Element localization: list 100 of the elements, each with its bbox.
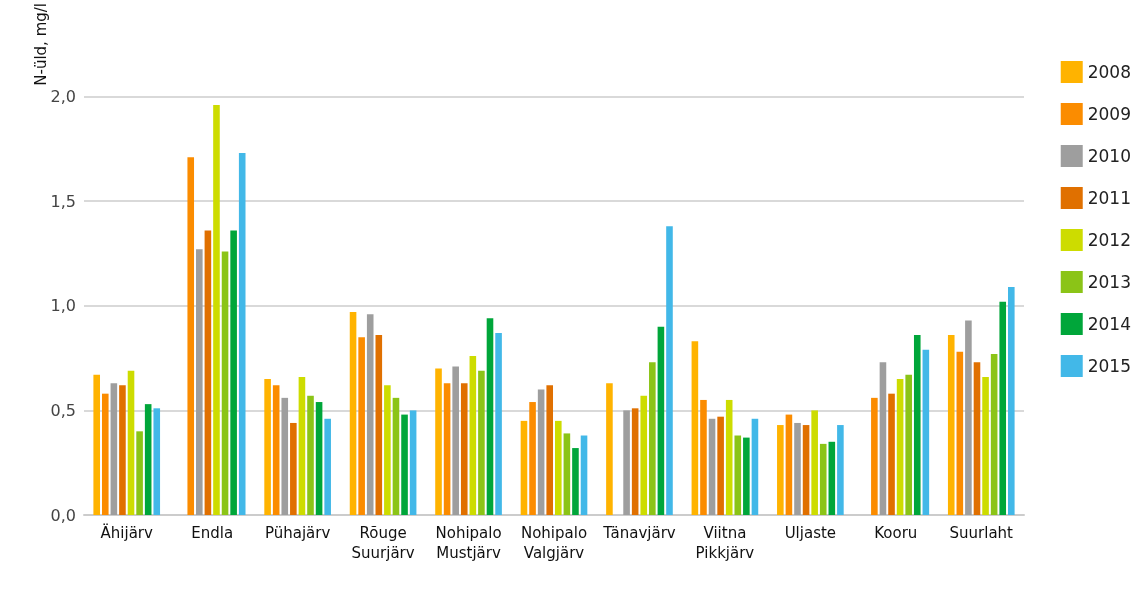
x-tick-label: Pühajärv: [264, 524, 331, 542]
bar: [213, 104, 220, 515]
bar: [691, 341, 699, 515]
x-tick-label: Nohipalo Valgjärv: [520, 524, 588, 562]
x-tick-label: Kooru: [874, 524, 918, 542]
bar: [725, 399, 733, 515]
x-tick-label: Ähijärv: [100, 523, 154, 542]
bar: [358, 337, 365, 515]
bar: [324, 418, 331, 515]
bar: [537, 389, 545, 515]
legend-label: 2010: [1087, 146, 1131, 166]
bar: [281, 397, 289, 515]
bar: [922, 349, 930, 515]
bar: [196, 249, 203, 515]
bar: [631, 408, 639, 515]
x-tick-label: Nohipalo Mustjärv: [435, 524, 502, 562]
bar: [478, 370, 485, 515]
bar: [290, 422, 297, 515]
bar: [572, 448, 579, 515]
bar: [734, 435, 742, 515]
bar: [401, 414, 408, 515]
bar: [452, 366, 459, 515]
bar: [153, 408, 161, 515]
legend-label: 2012: [1087, 230, 1131, 250]
bar: [110, 383, 118, 515]
bar: [495, 333, 502, 515]
legend-label: 2008: [1087, 62, 1131, 82]
legend-label: 2011: [1087, 188, 1131, 208]
bar: [366, 314, 374, 515]
bar: [375, 335, 383, 515]
bar: [965, 320, 972, 515]
bar: [392, 397, 400, 515]
bar: [230, 230, 237, 515]
bar: [529, 402, 536, 515]
bar: [546, 385, 554, 515]
y-tick-label: 2,0: [50, 87, 76, 107]
bar: [623, 410, 630, 515]
bar: [999, 301, 1007, 515]
legend-label: 2015: [1087, 356, 1131, 376]
bar: [101, 393, 109, 515]
bar: [956, 351, 964, 515]
bar: [913, 335, 921, 515]
bar: [819, 443, 827, 515]
x-tick-label: Tänavjärv: [602, 524, 676, 542]
bar: [811, 410, 818, 515]
bar: [554, 420, 562, 515]
bar: [443, 383, 451, 515]
legend-label: 2014: [1087, 314, 1131, 334]
bar: [298, 376, 306, 515]
bar: [384, 385, 391, 515]
bar: [204, 230, 212, 515]
bar: [666, 226, 673, 515]
bar: [469, 356, 477, 515]
bar: [606, 383, 613, 515]
bar: [743, 437, 750, 515]
bar: [794, 422, 801, 515]
bar: [238, 153, 246, 515]
bar: [649, 362, 656, 515]
bar: [640, 395, 648, 515]
bar: [837, 425, 844, 515]
bar: [93, 374, 100, 515]
bar: [708, 418, 716, 515]
bar: [973, 362, 981, 515]
bar: [717, 416, 724, 515]
bar: [871, 397, 878, 515]
bar: [409, 410, 417, 515]
bar: [221, 251, 229, 515]
bar: [307, 395, 314, 515]
y-tick-label: 1,5: [50, 191, 76, 211]
bar: [349, 312, 357, 515]
bar: [520, 420, 528, 515]
y-tick-label: 0,5: [50, 400, 76, 420]
bar: [905, 374, 912, 515]
bar: [136, 431, 143, 515]
y-axis-title: N-üld, mg/l: [31, 3, 50, 86]
x-tick-label: Uljaste: [784, 524, 837, 542]
bar: [435, 368, 442, 515]
bar: [119, 385, 126, 515]
y-tick-label: 0,0: [50, 505, 76, 525]
x-tick-label: Viitna Pikkjärv: [695, 524, 755, 562]
bar: [896, 379, 904, 515]
bar: [563, 433, 571, 515]
bar: [982, 376, 989, 515]
bar: [785, 414, 793, 515]
bar: [879, 362, 887, 515]
bar: [1008, 286, 1015, 515]
bar: [700, 399, 707, 515]
bar: [657, 326, 665, 515]
bar: [828, 441, 836, 515]
bar: [272, 385, 280, 515]
x-tick-label: Rõuge Suurjärv: [351, 524, 415, 562]
bar: [187, 157, 195, 515]
bar: [264, 379, 271, 515]
bar: [580, 435, 588, 515]
bar: [486, 318, 494, 515]
bar: [460, 383, 468, 515]
bar: [144, 404, 152, 515]
bar: [751, 418, 759, 515]
bar: [888, 393, 895, 515]
legend-label: 2009: [1087, 104, 1131, 124]
